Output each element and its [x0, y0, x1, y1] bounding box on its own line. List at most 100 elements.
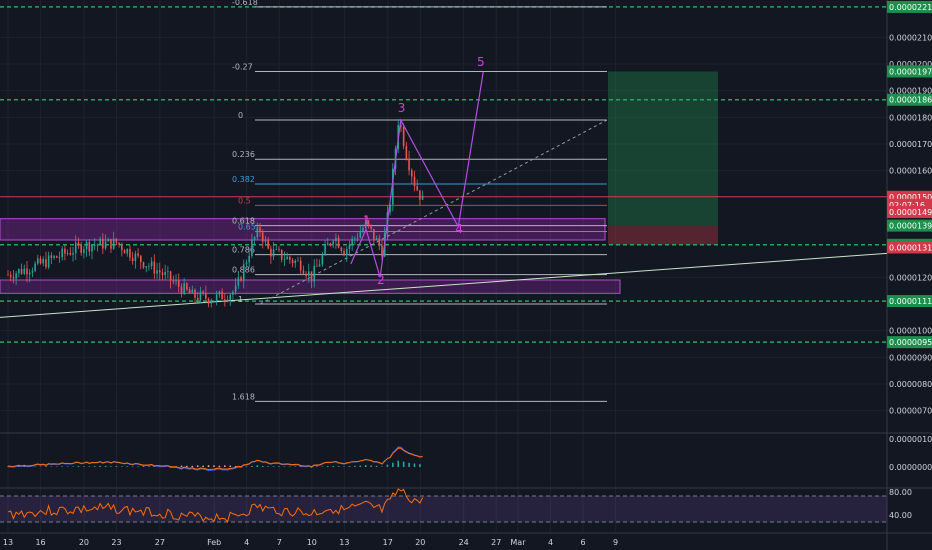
position-target-zone: [608, 71, 718, 226]
candle-body: [26, 268, 28, 275]
candle-body: [294, 260, 297, 264]
macd-histogram-bar: [142, 466, 145, 467]
macd-histogram-bar: [18, 466, 20, 467]
candle-body: [39, 258, 42, 264]
price-tag-bg: [887, 206, 932, 218]
candle-body: [272, 249, 275, 257]
candle-body: [129, 248, 131, 258]
candle-body: [324, 245, 326, 255]
macd-histogram-bar: [137, 466, 139, 467]
candle: [205, 285, 207, 304]
candle: [335, 233, 337, 249]
candle: [7, 270, 9, 276]
macd-histogram-bar: [83, 466, 85, 467]
macd-histogram-bar: [126, 466, 129, 467]
candle-body: [137, 253, 139, 256]
fib-level-label: 0.618: [232, 217, 255, 226]
macd-histogram-bar: [348, 466, 351, 467]
candle: [294, 259, 297, 268]
candle: [278, 246, 280, 252]
price-tag-bg: [887, 295, 932, 308]
price-tag: 0.00001972: [887, 65, 932, 78]
macd-histogram-bar: [364, 465, 367, 467]
macd-histogram-bar: [299, 466, 302, 467]
candle: [275, 245, 278, 251]
candle-body: [110, 238, 112, 249]
fib-level-label: -0.618: [232, 0, 258, 7]
candle: [267, 237, 269, 250]
candle: [283, 251, 286, 267]
candle: [61, 246, 63, 261]
candle: [354, 236, 356, 246]
candle: [370, 224, 372, 233]
macd-histogram-bar: [207, 465, 210, 467]
candle: [118, 242, 120, 248]
price-tag-bg: [887, 241, 932, 254]
candle-body: [161, 272, 164, 276]
candle: [55, 255, 58, 259]
candle: [121, 242, 123, 257]
candle: [91, 244, 93, 260]
time-axis-label: Mar: [510, 538, 526, 547]
candle: [408, 150, 410, 176]
macd-histogram-bar: [45, 466, 47, 467]
candle-body: [28, 272, 31, 275]
candle-body: [364, 220, 367, 228]
candle: [251, 233, 253, 259]
candle: [164, 264, 166, 280]
candle: [253, 236, 256, 246]
macd-histogram-bar: [267, 466, 269, 467]
candle-body: [77, 242, 80, 245]
time-axis-label: 13: [3, 538, 13, 547]
candle-body: [370, 224, 372, 229]
candle: [310, 271, 313, 289]
candle: [348, 240, 351, 257]
candle-body: [107, 238, 110, 242]
wave-label: 4: [455, 222, 463, 236]
candle: [156, 263, 158, 280]
candle-body: [96, 244, 99, 246]
candle: [134, 250, 137, 269]
candle-body: [186, 283, 188, 290]
candle: [20, 263, 23, 276]
candle-body: [45, 259, 47, 268]
wave-label: 5: [477, 55, 485, 69]
time-axis-label: 27: [155, 538, 165, 547]
candle-body: [15, 273, 17, 279]
macd-histogram-bar: [93, 466, 96, 467]
time-axis-label: 6: [581, 538, 586, 547]
time-axis-label: 20: [415, 538, 425, 547]
price-tag-label: 02:07:16: [889, 201, 925, 210]
candle: [126, 248, 129, 257]
candle: [332, 239, 334, 248]
macd-histogram-bar: [245, 466, 248, 467]
candle: [378, 234, 381, 251]
candle: [107, 237, 110, 242]
candle: [215, 290, 218, 306]
macd-histogram-bar: [316, 466, 318, 467]
rsi-tick-label: 40.00: [889, 511, 912, 520]
candle: [28, 269, 31, 283]
candle: [115, 238, 118, 245]
candle-body: [199, 291, 202, 301]
candle: [362, 224, 364, 234]
candle: [321, 251, 324, 267]
candle-body: [50, 255, 53, 258]
time-axis-label: 10: [307, 538, 317, 547]
candle-body: [58, 257, 61, 258]
candle-body: [392, 168, 394, 205]
candle-body: [115, 238, 118, 243]
candle: [237, 270, 240, 289]
price-tag-bg: [887, 219, 932, 232]
price-tag: 0.00001497: [887, 206, 932, 218]
candle-body: [112, 238, 115, 249]
candle-body: [66, 253, 69, 254]
candle-body: [158, 270, 161, 273]
candle-body: [354, 238, 356, 239]
candle: [137, 248, 139, 258]
candle-body: [205, 292, 207, 299]
macd-histogram-bar: [186, 465, 188, 467]
price-tag-label: 0.00000957: [889, 338, 932, 347]
